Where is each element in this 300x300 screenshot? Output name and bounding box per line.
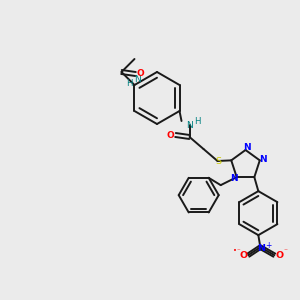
- Text: O: O: [239, 250, 247, 260]
- Text: O: O: [275, 250, 284, 260]
- Text: N: N: [259, 155, 267, 164]
- Text: S: S: [215, 157, 221, 166]
- Text: N: N: [257, 244, 265, 253]
- Text: O: O: [136, 70, 144, 79]
- Text: ⁻: ⁻: [283, 247, 287, 256]
- Text: O: O: [167, 130, 174, 140]
- Text: +: +: [265, 241, 272, 250]
- Text: N: N: [186, 121, 193, 130]
- Text: H: H: [126, 79, 133, 88]
- Text: N: N: [134, 76, 141, 85]
- Text: N: N: [230, 174, 238, 183]
- Text: H: H: [194, 118, 201, 127]
- Text: N: N: [243, 143, 250, 152]
- Text: •⁻: •⁻: [233, 248, 241, 254]
